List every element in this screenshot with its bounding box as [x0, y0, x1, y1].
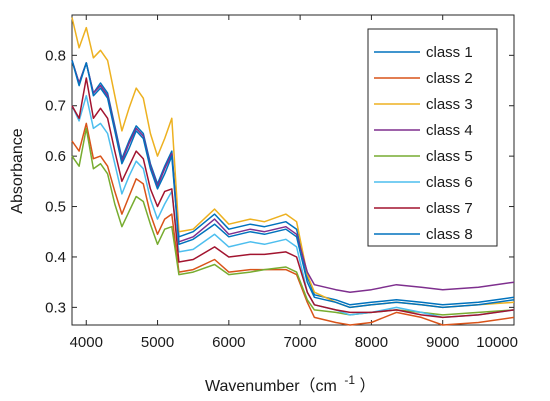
x-tick-label: 8000 — [355, 334, 388, 351]
legend-box — [367, 28, 498, 247]
series-line-class-7 — [71, 77, 515, 319]
y-tick-label: 0.7 — [45, 98, 66, 115]
y-axis-title: Absorbance — [9, 128, 26, 213]
legend-label-class-3: class 3 — [426, 96, 473, 113]
series-line-class-6 — [71, 94, 515, 319]
x-tick-label: 5000 — [141, 334, 174, 351]
x-tick-label: 4000 — [70, 334, 103, 351]
x-axis-title-main: Wavenumber（cm — [205, 377, 337, 395]
legend: class 1 class 2 class 3 class 4 class 5 class… — [367, 28, 498, 247]
legend-label-class-2: class 2 — [426, 70, 473, 87]
series-lines — [71, 17, 515, 326]
y-tick-label: 0.5 — [45, 199, 66, 216]
series-line-class-8 — [71, 60, 515, 309]
y-axis: 0.3 0.4 0.5 0.6 0.7 0.8 — [45, 47, 514, 316]
y-tick-label: 0.8 — [45, 47, 66, 64]
legend-label-class-7: class 7 — [426, 200, 473, 217]
legend-label-class-8: class 8 — [426, 226, 473, 243]
legend-label-class-6: class 6 — [426, 174, 473, 191]
legend-label-class-4: class 4 — [426, 122, 473, 139]
x-tick-label: 9000 — [426, 334, 459, 351]
x-axis-title-close: ） — [359, 377, 375, 395]
series-line-class-2 — [71, 122, 515, 326]
x-tick-label: 7000 — [283, 334, 316, 351]
legend-label-class-5: class 5 — [426, 148, 473, 165]
x-tick-label: 6000 — [212, 334, 245, 351]
y-tick-label: 0.4 — [45, 249, 66, 266]
x-axis-title: Wavenumber（cm -1 ） — [205, 371, 375, 395]
legend-label-class-1: class 1 — [426, 44, 473, 61]
x-axis-title-exponent: -1 — [344, 373, 355, 387]
y-tick-label: 0.6 — [45, 148, 66, 165]
x-tick-label: 10000 — [476, 334, 518, 351]
y-tick-label: 0.3 — [45, 299, 66, 316]
x-axis: 4000 5000 6000 7000 8000 9000 10000 — [70, 15, 518, 351]
